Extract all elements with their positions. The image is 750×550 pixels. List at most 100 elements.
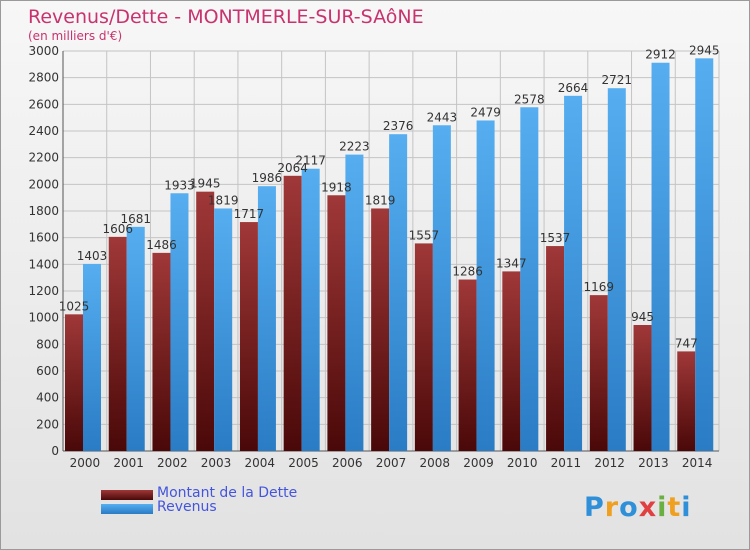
data-label: 1606 — [102, 222, 133, 236]
x-tick-label: 2011 — [551, 456, 582, 470]
logo-letter: i — [657, 492, 668, 523]
data-label: 1403 — [77, 249, 108, 263]
x-tick-label: 2010 — [507, 456, 538, 470]
data-label: 2945 — [689, 43, 720, 57]
y-tick-label: 600 — [36, 364, 59, 378]
bar-dette — [65, 314, 83, 451]
bar-revenus — [607, 88, 626, 451]
x-tick-label: 2003 — [201, 456, 232, 470]
bar-revenus — [301, 168, 320, 451]
logo-letter: P — [584, 492, 605, 523]
bar-dette — [633, 325, 652, 451]
data-label: 1486 — [146, 238, 177, 252]
chart-subtitle: (en milliers d'€) — [28, 29, 123, 43]
chart-title: Revenus/Dette - MONTMERLE-SUR-SAôNE — [28, 6, 424, 28]
bar-revenus — [564, 95, 583, 452]
x-tick-label: 2006 — [332, 456, 363, 470]
legend-swatch-dette — [101, 490, 153, 500]
data-label: 1717 — [234, 207, 265, 221]
bar-dette — [239, 222, 258, 451]
data-label: 1933 — [164, 178, 195, 192]
bar-revenus — [520, 107, 539, 452]
bar-revenus — [126, 226, 145, 451]
y-tick-label: 400 — [36, 391, 59, 405]
legend-swatch-revenus — [101, 504, 153, 514]
bar-revenus — [432, 125, 451, 452]
proxiti-logo: Proxiti — [584, 492, 692, 523]
data-label: 1169 — [584, 280, 615, 294]
bar-revenus — [170, 193, 189, 451]
bar-revenus — [83, 263, 101, 451]
x-tick-label: 2012 — [594, 456, 625, 470]
y-tick-label: 2000 — [28, 177, 59, 191]
logo-letter: x — [638, 492, 658, 523]
logo-letter: i — [681, 492, 692, 523]
x-tick-label: 2013 — [638, 456, 669, 470]
x-tick-label: 2002 — [157, 456, 188, 470]
axes: 0 200 400 600 800 1000 1200 1400 1600 1800 2000 220… — [28, 44, 719, 470]
data-label: 1286 — [452, 265, 483, 279]
bar-revenus — [257, 186, 276, 451]
data-label: 1537 — [540, 231, 571, 245]
bar-dette — [108, 236, 127, 451]
data-label: 2721 — [602, 73, 633, 87]
data-label: 1819 — [208, 193, 239, 207]
bar-dette — [152, 252, 171, 451]
y-tick-label: 1000 — [28, 311, 59, 325]
value-labels: 1025140316061681148619331945181917171986… — [59, 43, 720, 350]
bar-dette — [414, 243, 433, 451]
data-label: 1986 — [252, 171, 283, 185]
bar-dette — [458, 279, 477, 451]
bar-dette — [371, 208, 390, 451]
logo-letter: t — [667, 492, 682, 523]
x-tick-label: 2009 — [463, 456, 494, 470]
y-tick-label: 1600 — [28, 231, 59, 245]
data-label: 1347 — [496, 256, 527, 270]
y-tick-label: 200 — [36, 417, 59, 431]
data-label: 1025 — [59, 299, 90, 313]
data-label: 1819 — [365, 193, 396, 207]
bar-revenus — [695, 58, 714, 451]
bar-dette — [502, 271, 521, 451]
data-label: 2117 — [295, 154, 326, 168]
data-label: 2578 — [514, 92, 545, 106]
x-tick-label: 2000 — [70, 456, 101, 470]
x-tick-label: 2008 — [419, 456, 450, 470]
data-label: 2376 — [383, 119, 414, 133]
bar-dette — [589, 295, 608, 451]
x-tick-label: 2007 — [376, 456, 407, 470]
x-tick-label: 2005 — [288, 456, 319, 470]
data-label: 2443 — [427, 110, 458, 124]
bar-revenus — [389, 134, 408, 451]
data-label: 2223 — [339, 140, 370, 154]
bar-dette — [327, 195, 346, 451]
y-tick-label: 1400 — [28, 257, 59, 271]
data-label: 2664 — [558, 81, 589, 95]
y-tick-label: 2600 — [28, 97, 59, 111]
data-label: 1918 — [321, 180, 352, 194]
x-tick-label: 2014 — [682, 456, 713, 470]
data-label: 2064 — [277, 161, 308, 175]
bar-revenus — [651, 62, 670, 451]
y-tick-label: 1200 — [28, 284, 59, 298]
bar-dette — [283, 175, 302, 452]
logo-letter: r — [604, 492, 620, 523]
bar-revenus — [476, 120, 495, 451]
y-tick-label: 2400 — [28, 124, 59, 138]
data-label: 747 — [675, 336, 698, 350]
logo-letter: o — [619, 492, 639, 523]
x-tick-label: 2004 — [245, 456, 276, 470]
x-tick-label: 2001 — [113, 456, 144, 470]
legend-label-revenus: Revenus — [157, 499, 217, 515]
data-label: 1681 — [120, 212, 151, 226]
bar-revenus — [214, 208, 233, 451]
data-label: 1945 — [190, 177, 221, 191]
data-label: 1557 — [409, 228, 440, 242]
y-tick-label: 3000 — [28, 44, 59, 58]
bar-dette — [196, 191, 215, 451]
bars — [65, 58, 714, 452]
y-tick-label: 2200 — [28, 151, 59, 165]
y-tick-label: 2800 — [28, 71, 59, 85]
